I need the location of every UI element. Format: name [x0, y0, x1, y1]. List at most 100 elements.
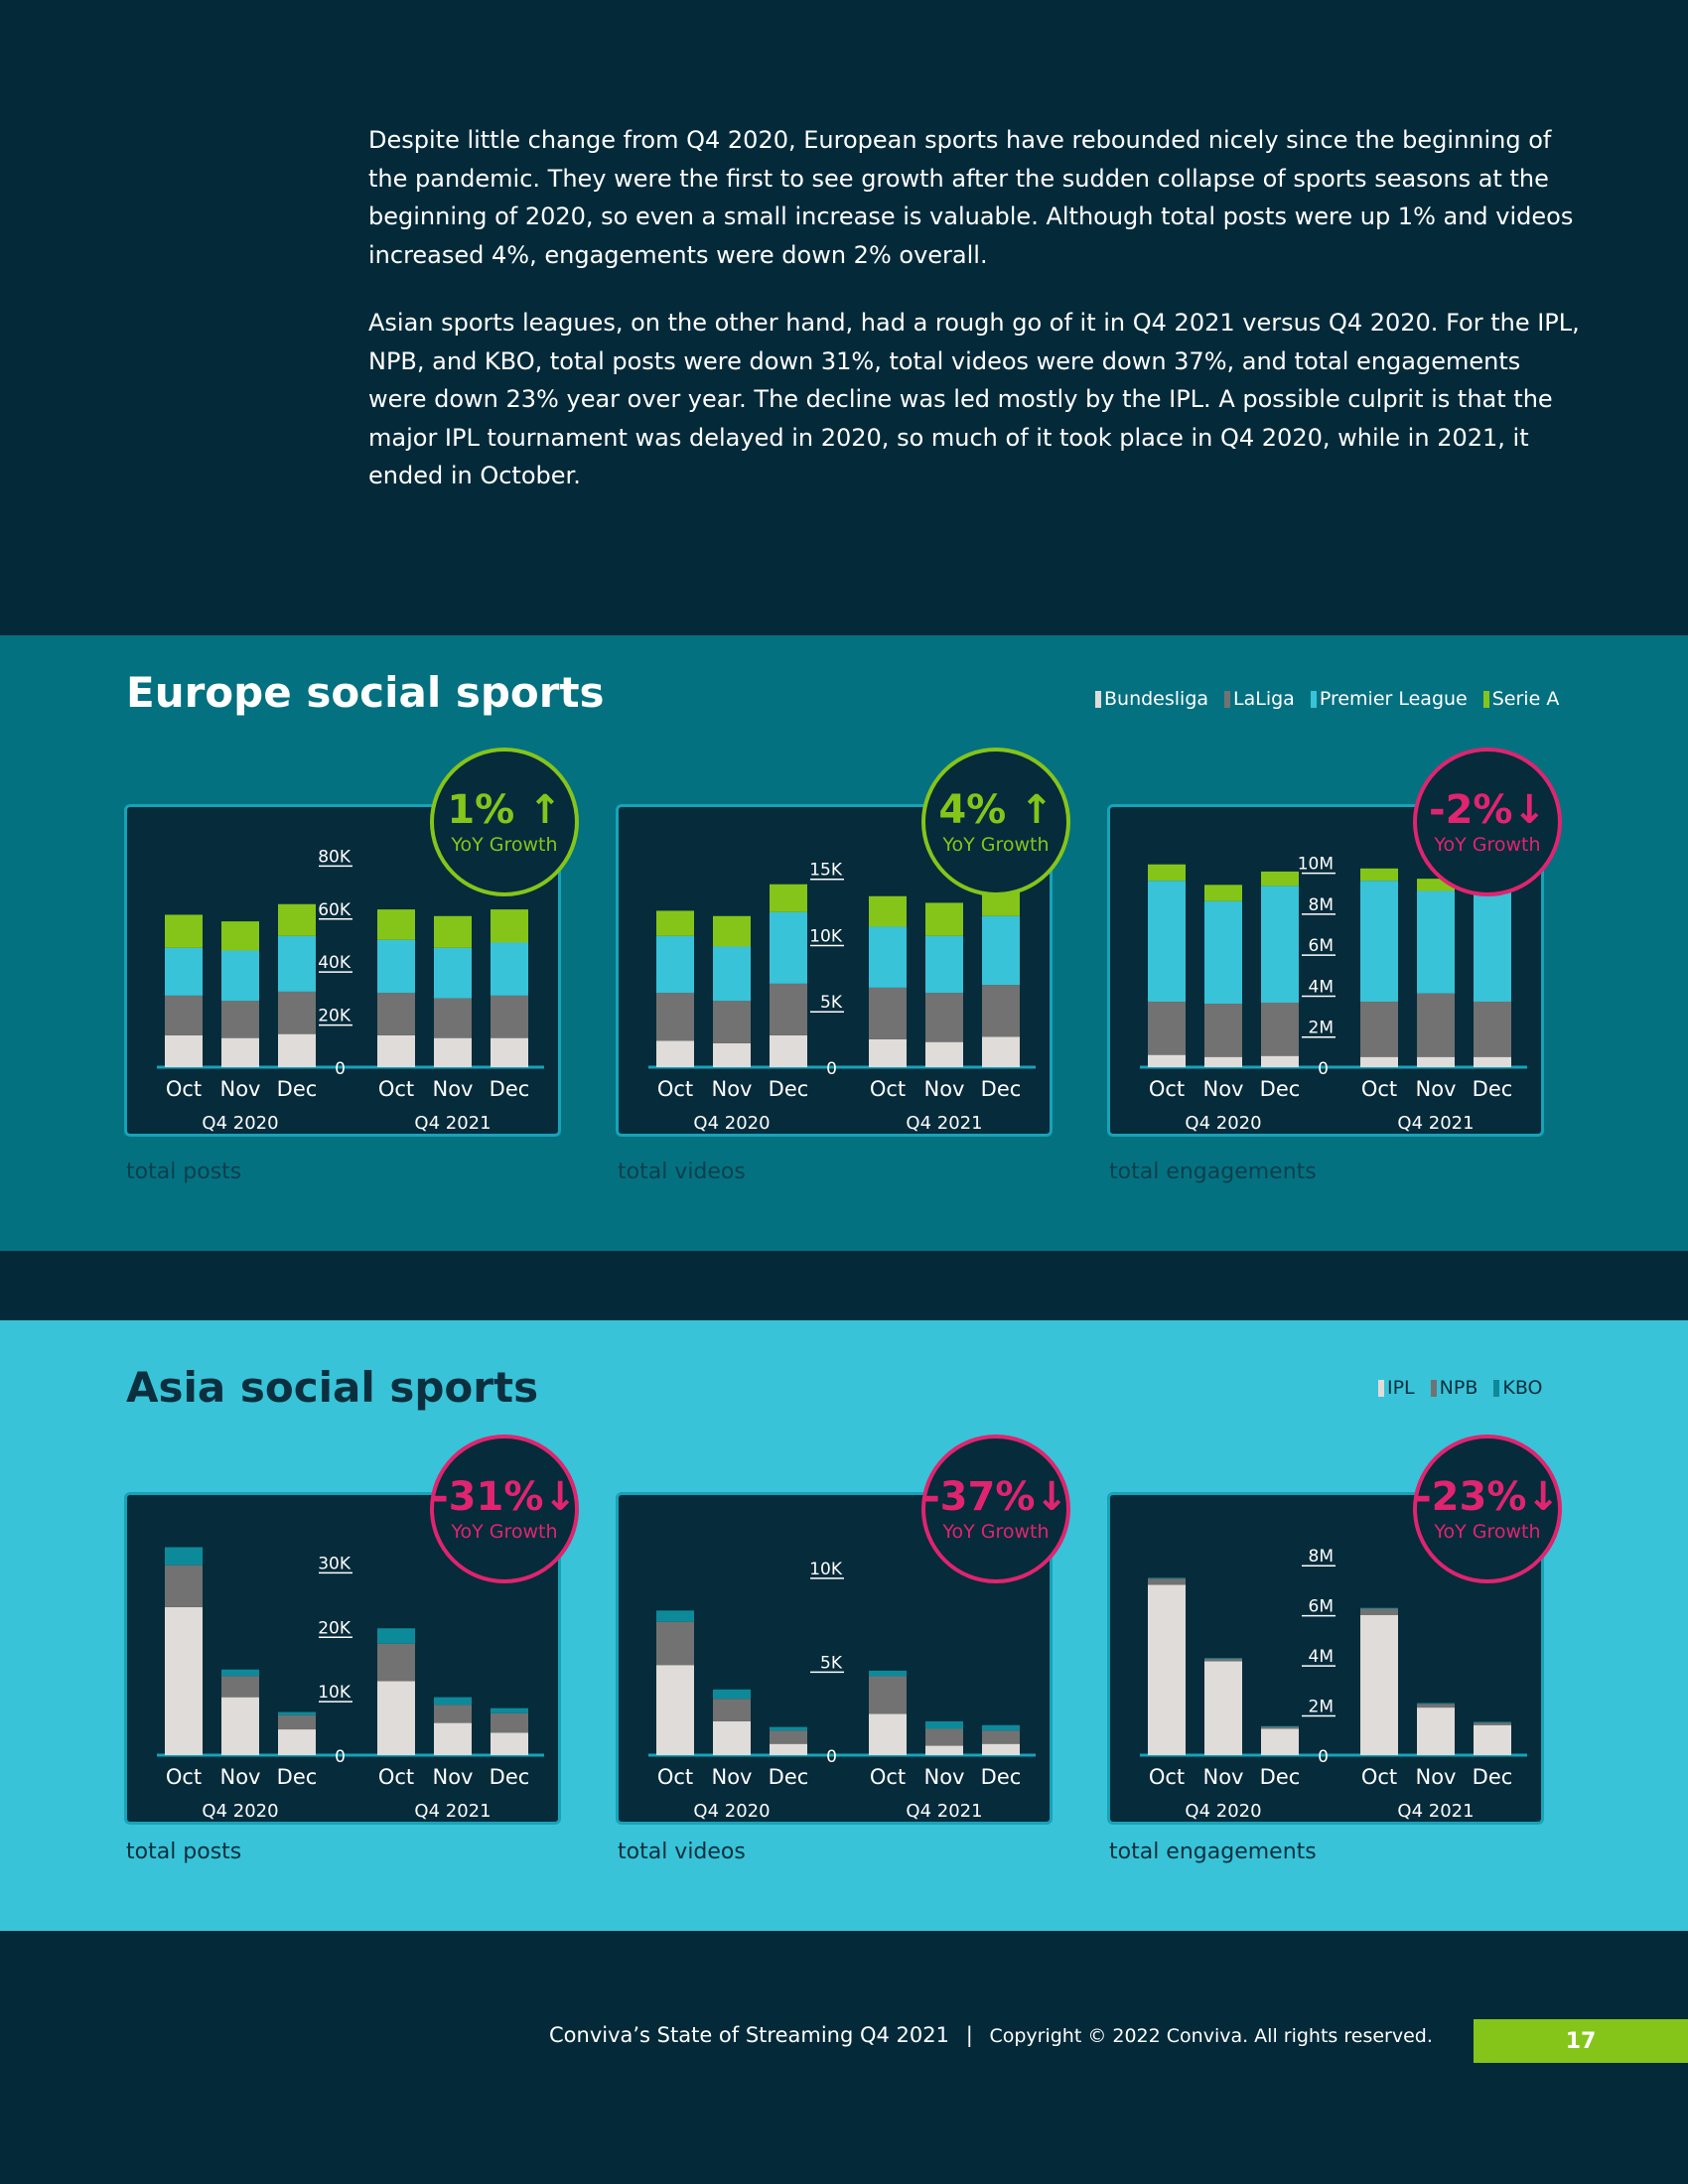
intro-text: Despite little change from Q4 2020, Euro… — [368, 121, 1580, 525]
growth-value: -31%↓ — [432, 1474, 577, 1520]
bar-segment — [925, 1720, 963, 1729]
x-tick-label: Oct — [870, 1765, 906, 1789]
bar-segment — [770, 1034, 807, 1067]
x-tick-label: Nov — [924, 1077, 965, 1101]
group-label: Q4 2021 — [906, 1113, 982, 1134]
legend: IPL NPB KBO — [1378, 1377, 1543, 1399]
group-label: Q4 2021 — [1397, 1801, 1474, 1822]
growth-value: 1% ↑ — [447, 787, 562, 833]
bar-segment — [1417, 890, 1455, 994]
bar-segment — [770, 1730, 807, 1744]
bar-segment — [165, 1565, 203, 1607]
bar-segment — [1261, 1002, 1299, 1056]
bar-segment — [770, 1726, 807, 1731]
bar-segment — [434, 947, 472, 999]
bar-segment — [869, 987, 907, 1039]
legend-label: NPB — [1439, 1377, 1478, 1399]
metric-label: total engagements — [1109, 1840, 1317, 1864]
group-label: Q4 2020 — [202, 1113, 278, 1134]
growth-label: YoY Growth — [942, 834, 1050, 856]
x-tick-label: Nov — [220, 1765, 261, 1789]
bar-segment — [491, 1712, 528, 1733]
bar-segment — [1417, 1704, 1455, 1708]
bar-segment — [491, 942, 528, 996]
legend-swatch — [1310, 690, 1317, 708]
bar-segment — [165, 914, 203, 948]
bar-segment — [278, 1729, 316, 1755]
bar-segment — [713, 1001, 751, 1043]
growth-badge: 1% ↑ YoY Growth — [430, 748, 579, 896]
metric-label: total videos — [618, 1160, 746, 1184]
bar-segment — [869, 926, 907, 988]
y-tick-label: 20K — [318, 1618, 352, 1638]
publication-title: Conviva’s State of Streaming Q4 2021 — [549, 2023, 949, 2047]
bar-segment — [925, 902, 963, 936]
bar-segment — [713, 946, 751, 1002]
bar-segment — [491, 1732, 528, 1755]
bar-segment — [1417, 1056, 1455, 1067]
bar-segment — [1360, 1001, 1398, 1057]
y-tick-label: 80K — [318, 847, 352, 867]
metric-label: total engagements — [1109, 1160, 1317, 1184]
footer-separator: | — [965, 2023, 973, 2047]
legend-item: NPB — [1430, 1377, 1478, 1399]
y-tick-label: 0 — [335, 1747, 346, 1767]
bar-chart: Oct Nov Dec Oct Nov Dec Q4 2020 Q4 2021 0 5K 10K — [648, 1560, 1036, 1822]
bar-segment — [1148, 864, 1186, 882]
x-tick-label: Nov — [1416, 1765, 1457, 1789]
bar-segment — [982, 1743, 1020, 1755]
x-tick-label: Oct — [1149, 1765, 1185, 1789]
y-tick-label: 15K — [809, 861, 843, 881]
legend-swatch — [1493, 1379, 1500, 1397]
x-tick-label: Oct — [378, 1077, 414, 1101]
page-number: 17 — [1474, 2019, 1688, 2063]
bar-segment — [221, 1669, 259, 1677]
bar-segment — [982, 1036, 1020, 1067]
group-label: Q4 2020 — [1185, 1113, 1261, 1134]
bar-segment — [1417, 1703, 1455, 1705]
bar-segment — [1148, 1577, 1186, 1579]
bar-segment — [377, 1643, 415, 1682]
bar-segment — [982, 915, 1020, 986]
y-tick-label: 0 — [1318, 1747, 1329, 1767]
bar-segment — [770, 884, 807, 912]
bar-segment — [434, 1705, 472, 1723]
bar-segment — [278, 1711, 316, 1715]
group-label: Q4 2021 — [414, 1113, 491, 1134]
legend-item: Serie A — [1482, 688, 1559, 710]
bar-segment — [1360, 868, 1398, 882]
bar-segment — [1474, 1722, 1511, 1725]
group-label: Q4 2020 — [1185, 1801, 1261, 1822]
x-tick-label: Dec — [769, 1765, 809, 1789]
bar-segment — [1204, 1658, 1242, 1662]
x-tick-label: Dec — [490, 1077, 530, 1101]
bar-segment — [1204, 1004, 1242, 1057]
bar-segment — [221, 921, 259, 951]
bar-segment — [434, 1037, 472, 1067]
bar-segment — [434, 1722, 472, 1755]
bar-chart: Oct Nov Dec Oct Nov Dec Q4 2020 Q4 2021 0 10K 20K 3… — [157, 1547, 544, 1822]
bar-segment — [1261, 1726, 1299, 1729]
y-tick-label: 10K — [318, 1683, 352, 1703]
growth-label: YoY Growth — [942, 1521, 1050, 1543]
legend-swatch — [1378, 1379, 1384, 1397]
bar-segment — [377, 909, 415, 940]
legend-label: LaLiga — [1233, 688, 1295, 710]
bar-segment — [713, 1699, 751, 1721]
x-tick-label: Oct — [166, 1077, 202, 1101]
x-tick-label: Oct — [378, 1765, 414, 1789]
growth-value: -23%↓ — [1415, 1474, 1560, 1520]
y-tick-label: 30K — [318, 1554, 352, 1573]
legend: Bundesliga LaLiga Premier League Serie A — [1095, 688, 1559, 710]
bar-segment — [1261, 1055, 1299, 1067]
bar-segment — [656, 1040, 694, 1067]
bar-chart: Oct Nov Dec Oct Nov Dec Q4 2020 Q4 2021 0 20K 40K 6… — [157, 847, 544, 1134]
bar-segment — [1360, 881, 1398, 1002]
bar-segment — [165, 1606, 203, 1755]
y-tick-label: 40K — [318, 953, 352, 973]
legend-item: IPL — [1378, 1377, 1415, 1399]
bar-segment — [982, 1730, 1020, 1744]
bar-segment — [221, 1037, 259, 1067]
growth-value: -2%↓ — [1428, 787, 1547, 833]
x-tick-label: Oct — [657, 1077, 693, 1101]
